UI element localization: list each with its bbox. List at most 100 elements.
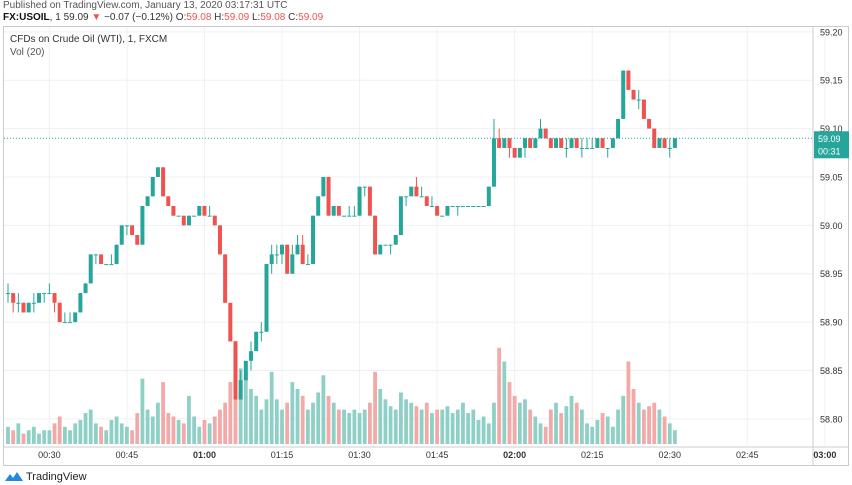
candle-body <box>429 206 434 208</box>
candle-body <box>352 215 357 217</box>
candle-body <box>574 138 579 148</box>
volume-bar <box>125 426 129 444</box>
volume-bar <box>52 423 57 444</box>
volume-bar <box>548 409 553 444</box>
candle-body <box>450 206 455 208</box>
y-tick-label: 58.85 <box>820 366 843 376</box>
candle-body <box>667 147 672 149</box>
candle-body <box>228 302 233 342</box>
volume-bar <box>605 416 610 444</box>
candle-body <box>419 196 424 198</box>
volume-bar <box>533 416 538 444</box>
candle-body <box>590 147 595 149</box>
y-tick-label: 59.05 <box>820 172 843 182</box>
legend-volume[interactable]: Vol (20) <box>10 47 45 58</box>
candle-body <box>135 235 140 245</box>
candle-body <box>554 138 559 148</box>
volume-bar <box>114 416 119 444</box>
candle-body <box>486 186 491 207</box>
candle-body <box>119 225 124 245</box>
volume-bar <box>62 426 67 444</box>
volume-bar <box>481 416 486 444</box>
candle-body <box>631 89 636 100</box>
candle-body <box>502 138 507 148</box>
close-label: C: <box>288 12 299 23</box>
x-tick-label: 03:00 <box>813 450 836 460</box>
volume-bar <box>321 375 326 444</box>
volume-bar <box>388 406 393 444</box>
volume-bar <box>435 409 440 444</box>
open-label: O: <box>175 12 187 23</box>
candle-body <box>481 206 486 208</box>
candle-body <box>647 118 652 129</box>
tradingview-brand[interactable]: TradingView <box>26 471 87 483</box>
x-tick-label: 00:30 <box>38 450 61 460</box>
candle-body <box>78 293 83 313</box>
candle-body <box>548 138 553 148</box>
candle-body <box>93 254 98 256</box>
candle-body <box>523 138 527 148</box>
candle-body <box>342 215 347 217</box>
candlesticks <box>6 70 677 400</box>
candle-body <box>362 186 367 188</box>
volume-bar <box>414 406 419 444</box>
candle-body <box>579 147 584 149</box>
candle-body <box>88 254 93 284</box>
tradingview-logo-icon[interactable] <box>4 471 24 483</box>
volume-bar <box>352 409 357 444</box>
candle-body <box>414 186 419 197</box>
candle-body <box>373 215 378 255</box>
volume-bar <box>590 426 595 444</box>
legend-title[interactable]: CFDs on Crude Oil (WTI), 1, FXCM <box>10 34 168 45</box>
volume-bar <box>68 430 72 444</box>
candle-body <box>62 322 67 324</box>
y-tick-label: 58.80 <box>820 414 843 424</box>
candle-body <box>600 138 605 148</box>
candle-body <box>528 138 533 148</box>
volume-bar <box>197 426 202 444</box>
y-tick-label: 59.10 <box>820 124 843 134</box>
candle-body <box>212 215 217 226</box>
chart-canvas[interactable]: 59.20 59.15 59.10 59.05 59.00 58.95 58.90 58.85… <box>0 0 852 467</box>
volume-bar <box>218 409 222 444</box>
candle-body <box>610 138 615 148</box>
symbol-quote-line: FX:USOIL, 1 59.09 ▼ −0.07 (−0.12%) O:59.… <box>3 12 323 23</box>
symbol-name[interactable]: FX:USOIL <box>3 12 50 23</box>
candle-body <box>326 176 331 216</box>
volume-bar <box>564 406 569 444</box>
volume-bar <box>109 419 114 444</box>
candle-body <box>166 196 171 207</box>
candle-body <box>280 244 285 255</box>
candle-body <box>564 147 569 149</box>
volume-bar <box>600 413 605 444</box>
volume-bar <box>290 382 295 444</box>
y-tick-label: 59.00 <box>820 221 843 231</box>
candle-body <box>83 283 88 294</box>
volume-bar <box>93 423 98 444</box>
volume-bar <box>212 416 217 444</box>
volume-bar <box>559 413 564 444</box>
volume-bar <box>47 430 52 444</box>
candle-body <box>259 331 264 333</box>
time-axis: 00:30 00:45 01:00 01:15 01:30 01:45 02:00 02:15… <box>4 446 849 460</box>
candle-body <box>6 293 10 295</box>
volume-bar <box>135 413 140 444</box>
volume-bar <box>243 375 248 444</box>
x-tick-label: 02:00 <box>503 450 526 460</box>
candle-body <box>626 70 631 90</box>
candle-body <box>254 331 259 352</box>
candle-body <box>186 215 191 226</box>
x-tick-label: 02:45 <box>736 450 759 460</box>
volume-bar <box>21 433 26 444</box>
price-tag-value: 59.09 <box>818 134 841 144</box>
x-tick-label: 01:30 <box>348 450 371 460</box>
volume-bar <box>342 409 346 444</box>
volume-bar <box>455 409 460 444</box>
candle-body <box>652 128 657 148</box>
x-tick-label: 01:15 <box>271 450 294 460</box>
price-tag-group: 59.09 00:31 <box>4 131 849 159</box>
candle-body <box>476 206 481 208</box>
x-tick-label: 01:00 <box>193 450 216 460</box>
candle-body <box>336 206 341 216</box>
volume-bar <box>223 402 228 444</box>
